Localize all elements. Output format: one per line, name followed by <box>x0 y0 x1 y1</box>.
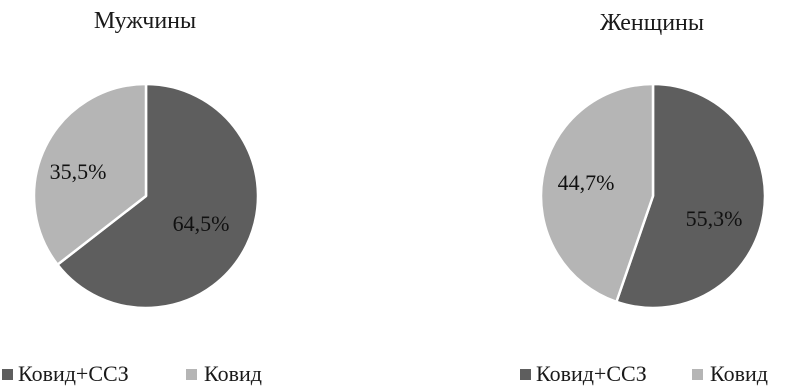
legend-women: Ковид+ССЗ Ковид <box>520 361 768 386</box>
legend-label-women-covid: Ковид <box>710 361 768 386</box>
data-label-men-covid: 35,5% <box>50 159 107 184</box>
slice-men-covid-cvd <box>56 82 260 310</box>
legend-swatch-women-covid <box>692 369 703 380</box>
data-label-women-covid: 44,7% <box>558 170 615 195</box>
pie-women: 55,3% 44,7% <box>539 82 767 310</box>
pie-men: 64,5% 35,5% <box>32 82 260 310</box>
data-label-women-covid-cvd: 55,3% <box>686 206 743 231</box>
data-label-men-covid-cvd: 64,5% <box>173 211 230 236</box>
chart-men: Мужчины 64,5% 35,5% Ковид+ССЗ Ковид <box>2 8 262 386</box>
legend-label-men-covid-cvd: Ковид+ССЗ <box>18 361 129 386</box>
legend-swatch-men-covid <box>186 369 197 380</box>
legend-label-men-covid: Ковид <box>204 361 262 386</box>
slice-men-covid <box>32 82 148 266</box>
legend-swatch-women-covid-cvd <box>520 369 531 380</box>
legend-swatch-men-covid-cvd <box>2 369 13 380</box>
legend-men: Ковид+ССЗ Ковид <box>2 361 262 386</box>
chart-women: Женщины 55,3% 44,7% Ковид+ССЗ Ковид <box>520 10 768 386</box>
chart-title-men: Мужчины <box>94 8 196 34</box>
slice-women-covid <box>539 82 655 304</box>
chart-title-women: Женщины <box>600 10 704 36</box>
legend-label-women-covid-cvd: Ковид+ССЗ <box>536 361 647 386</box>
